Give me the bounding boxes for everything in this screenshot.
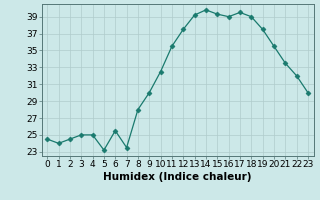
X-axis label: Humidex (Indice chaleur): Humidex (Indice chaleur) [103,172,252,182]
